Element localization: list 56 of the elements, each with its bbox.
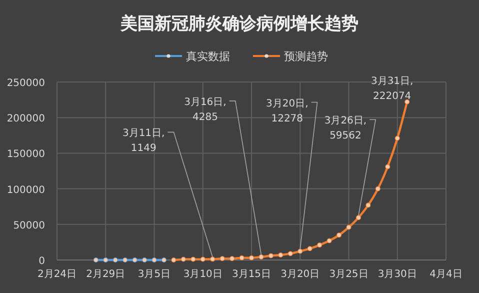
legend-label: 预测趋势 [284,50,328,63]
x-tick-label: 2月24日 [37,269,77,280]
point [210,256,216,262]
x-tick-label: 3月30日 [378,269,417,280]
y-tick-label: 50000 [13,220,45,232]
x-tick-label: 3月25日 [329,269,368,280]
point [200,256,206,262]
x-tick-label: 3月10日 [183,269,222,280]
point [171,258,176,262]
point [394,136,400,141]
point [336,232,342,238]
annotation: 3月20日, 12278 [266,98,308,124]
point [103,258,108,262]
point [385,164,390,170]
point [132,258,138,262]
point [258,254,264,260]
point [239,255,244,260]
point [298,248,303,254]
point [404,99,410,104]
point [161,258,166,262]
point [230,256,235,262]
point [180,256,186,262]
point [366,202,371,208]
point [220,256,225,262]
point [307,246,312,252]
annotation: 3月26日, 59562 [324,116,367,142]
x-tick-label: 4月4日 [430,269,462,280]
point [356,215,361,220]
point [122,258,128,262]
point [268,253,274,258]
point [152,258,157,262]
y-tick-label: 100000 [6,184,45,196]
annotation: 3月11日, 1149 [122,128,165,154]
x-tick-label: 3月5日 [138,269,171,280]
x-tick-label: 3月20日 [280,269,320,280]
point [346,224,352,230]
x-tick-label: 2月29日 [86,269,126,280]
point [326,238,332,244]
point [249,255,254,260]
point [288,251,293,256]
point [142,258,148,262]
point [375,186,380,192]
y-tick-label: 200000 [6,114,45,125]
x-tick-label: 3月15日 [232,269,272,280]
point [112,258,118,262]
point [317,242,322,248]
point [278,252,284,258]
annotation: 3月16日, 4285 [184,96,226,123]
chart-title: 美国新冠肺炎确诊病例增长趋势 [120,14,358,34]
y-tick-label: 0 [38,256,45,267]
point [93,258,98,262]
y-tick-label: 250000 [6,78,45,89]
y-tick-label: 150000 [6,149,45,160]
point [190,256,196,262]
annotation: 3月31日, 222074 [370,76,414,102]
legend-label: 真实数据 [186,50,230,63]
